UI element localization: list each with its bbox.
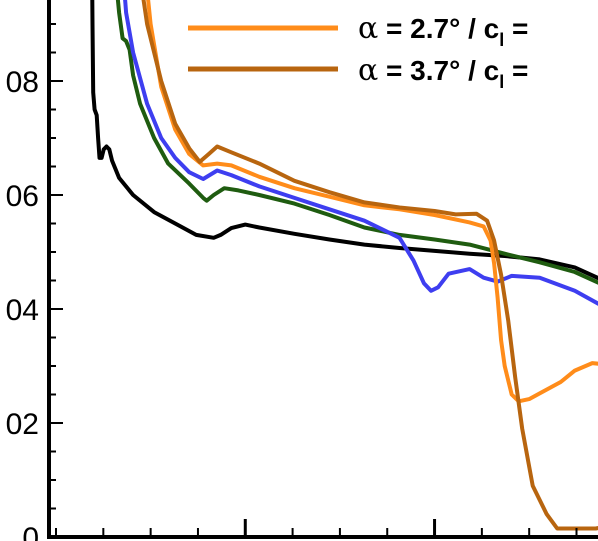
legend-label-1: α = 2.7° / cl = [358, 11, 528, 50]
y-tick-label: 04 [6, 294, 39, 327]
legend-label-1-greek: α [358, 11, 378, 46]
legend-label-2: α = 3.7° / cl = [358, 53, 528, 92]
legend-label-2-sub: l [499, 72, 504, 92]
series-line-1 [90, 0, 598, 281]
y-tick-label: 02 [6, 408, 39, 441]
legend-label-2-tail: = [504, 55, 528, 86]
tick-layer: 0 02 04 06 08 [6, 23, 578, 541]
legend-label-1-sub: l [499, 30, 504, 50]
axis-layer [47, 0, 598, 539]
series-line-3 [123, 0, 598, 306]
legend-label-1-tail: = [504, 13, 528, 44]
series-line-5 [141, 0, 598, 531]
legend-entry-1: α = 2.7° / cl = [188, 11, 528, 50]
legend-label-2-greek: α [358, 53, 378, 88]
y-tick-label: 06 [6, 180, 39, 213]
legend-entry-2: α = 3.7° / cl = [188, 53, 528, 92]
series-layer [90, 0, 598, 531]
legend-label-2-text: = 3.7° / c [378, 55, 499, 86]
y-tick-label: 08 [6, 66, 39, 99]
legend-label-1-text: = 2.7° / c [378, 13, 499, 44]
legend: α = 2.7° / cl = α = 3.7° / cl = [188, 11, 528, 92]
y-tick-label: 0 [22, 522, 39, 541]
series-line-2 [115, 0, 598, 285]
